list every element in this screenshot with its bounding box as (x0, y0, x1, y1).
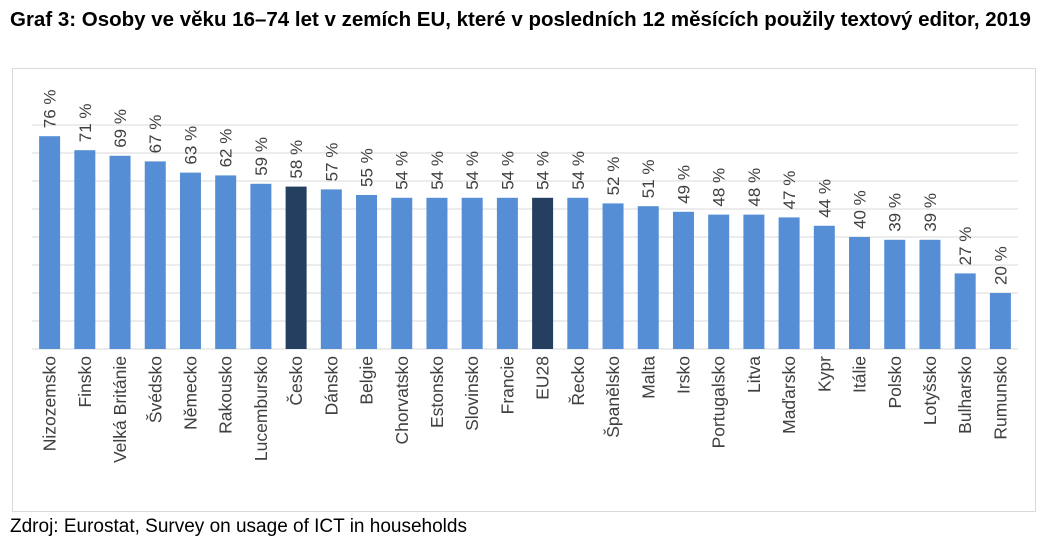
category-label: Chorvatsko (392, 356, 412, 445)
bar-22 (778, 217, 800, 349)
category-label: Estonsko (427, 356, 447, 428)
bar-3 (109, 155, 131, 349)
bar-16 (567, 197, 589, 349)
bar-26 (919, 239, 941, 349)
bar-28 (989, 293, 1011, 349)
bar-chart: 76 % 71 % 69 % 67 % 63 % 62 % 59 % 58 % 57 % 55 %… (32, 89, 1018, 463)
bar-4 (144, 161, 166, 349)
category-label: Německo (180, 356, 200, 430)
bar-6 (215, 175, 237, 349)
bar-15 (532, 197, 554, 349)
category-label: Malta (638, 356, 658, 399)
value-label: 76 % (41, 89, 60, 128)
bar-9 (320, 189, 342, 349)
bar-12 (426, 197, 448, 349)
value-label: 71 % (76, 103, 95, 142)
category-label: Lucembursko (251, 356, 271, 461)
category-label: Finsko (75, 356, 95, 408)
bar-25 (884, 239, 906, 349)
value-label: 54 % (534, 151, 553, 190)
value-label: 58 % (287, 140, 306, 179)
value-label: 39 % (921, 193, 940, 232)
bars (39, 136, 1011, 349)
category-label: Maďarsko (779, 356, 799, 434)
value-label: 48 % (745, 168, 764, 207)
value-label: 62 % (217, 129, 236, 168)
value-label: 54 % (463, 151, 482, 190)
category-label: Portugalsko (709, 356, 729, 448)
bar-17 (602, 203, 624, 349)
value-label: 67 % (146, 115, 165, 154)
bar-1 (39, 136, 61, 349)
category-label: Švédsko (144, 356, 165, 423)
value-label: 48 % (710, 168, 729, 207)
bar-27 (954, 273, 976, 349)
category-label: Nizozemsko (40, 356, 60, 451)
value-label: 59 % (252, 137, 271, 176)
value-label: 44 % (815, 179, 834, 218)
chart-area: 76 % 71 % 69 % 67 % 63 % 62 % 59 % 58 % 57 % 55 %… (12, 68, 1036, 512)
source-note: Zdroj: Eurostat, Survey on usage of ICT … (10, 516, 467, 537)
value-label: 54 % (569, 151, 588, 190)
value-label: 54 % (428, 151, 447, 190)
bar-5 (179, 172, 201, 349)
bar-13 (461, 197, 483, 349)
bar-20 (708, 214, 730, 349)
bar-24 (849, 237, 871, 349)
value-label: 39 % (886, 193, 905, 232)
category-label: Polsko (885, 356, 905, 409)
category-label: Lotyšsko (920, 356, 940, 425)
category-labels: Nizozemsko Finsko Velká Británie Švédsko Něm… (40, 356, 1011, 463)
value-label: 47 % (780, 171, 799, 210)
value-label: 54 % (498, 151, 517, 190)
category-label: Francie (497, 356, 517, 414)
gridlines (32, 124, 1018, 350)
category-label: Belgie (357, 356, 377, 405)
value-label: 54 % (393, 151, 412, 190)
category-label: Španělsko (602, 356, 623, 438)
category-label: Bulharsko (955, 356, 975, 434)
value-label: 51 % (639, 159, 658, 198)
value-label: 40 % (851, 190, 870, 229)
value-label: 49 % (674, 165, 693, 204)
bar-11 (391, 197, 413, 349)
category-label: Irsko (673, 356, 693, 394)
category-label: Řecko (568, 356, 588, 406)
category-label: Rakousko (216, 356, 236, 434)
bar-23 (813, 225, 835, 349)
category-label: EU28 (533, 356, 553, 400)
value-label: 57 % (322, 143, 341, 182)
category-label: Rumunsko (990, 356, 1010, 440)
value-label: 20 % (991, 246, 1010, 285)
category-label: Kypr (814, 356, 834, 392)
bar-14 (496, 197, 518, 349)
bar-18 (637, 206, 659, 349)
category-label: Litva (744, 356, 764, 393)
bar-10 (356, 195, 378, 349)
category-label: Slovinsko (462, 356, 482, 431)
bar-19 (672, 211, 694, 349)
category-label: Dánsko (321, 356, 341, 415)
bar-8 (285, 186, 307, 349)
chart-title: Graf 3: Osoby ve věku 16–74 let v zemích… (10, 8, 1031, 31)
value-labels: 76 % 71 % 69 % 67 % 63 % 62 % 59 % 58 % 57 % 55 %… (41, 89, 1011, 285)
bar-7 (250, 183, 272, 349)
category-label: Česko (285, 356, 306, 406)
bar-2 (74, 150, 96, 349)
value-label: 55 % (358, 148, 377, 187)
value-label: 27 % (956, 227, 975, 266)
bar-21 (743, 214, 765, 349)
value-label: 52 % (604, 157, 623, 196)
value-label: 63 % (181, 126, 200, 165)
category-label: Itálie (850, 356, 870, 393)
value-label: 69 % (111, 109, 130, 148)
category-label: Velká Británie (110, 356, 130, 463)
